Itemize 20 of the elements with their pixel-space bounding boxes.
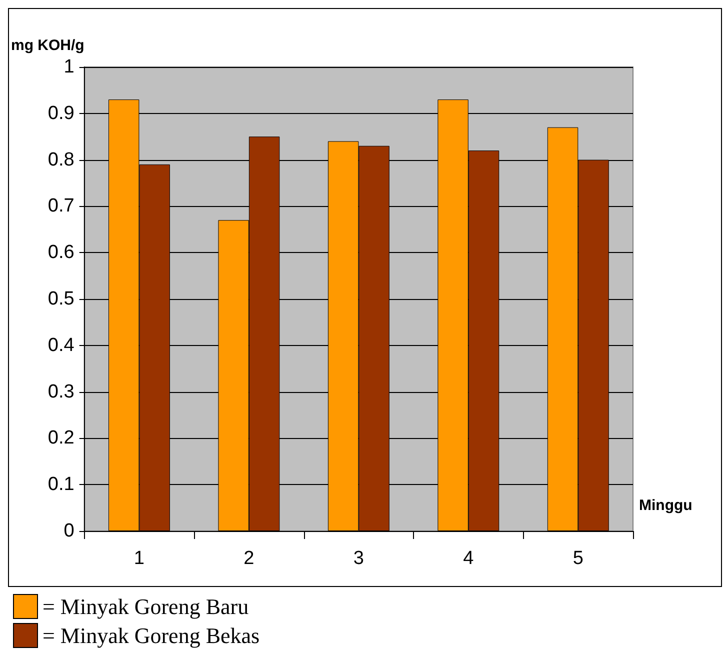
y-axis-title: mg KOH/g <box>10 37 84 54</box>
y-tick-label: 0.3 <box>48 381 74 402</box>
y-tick-label: 0.9 <box>48 102 74 124</box>
x-tick-label: 5 <box>572 548 584 569</box>
y-tick-label: 0.6 <box>48 242 74 264</box>
x-axis-title: Minggu <box>639 497 692 514</box>
x-tick-label: 4 <box>463 548 474 569</box>
y-tick-label: 0 <box>64 520 74 542</box>
x-tick-label: 1 <box>134 548 144 569</box>
x-tick-label: 2 <box>244 548 254 569</box>
y-tick-label: 1 <box>64 56 74 78</box>
y-tick-label: 0.8 <box>48 149 74 170</box>
y-tick-label: 0.1 <box>48 474 74 496</box>
legend-label: = Minyak Goreng Bekas <box>42 623 260 648</box>
y-tick-label: 0.4 <box>48 334 75 356</box>
legend-label: = Minyak Goreng Baru <box>42 594 249 619</box>
y-tick-label: 0.5 <box>48 288 74 310</box>
y-tick-label: 0.7 <box>48 196 74 217</box>
x-tick-label: 3 <box>353 548 364 569</box>
y-tick-label: 0.2 <box>48 428 74 449</box>
